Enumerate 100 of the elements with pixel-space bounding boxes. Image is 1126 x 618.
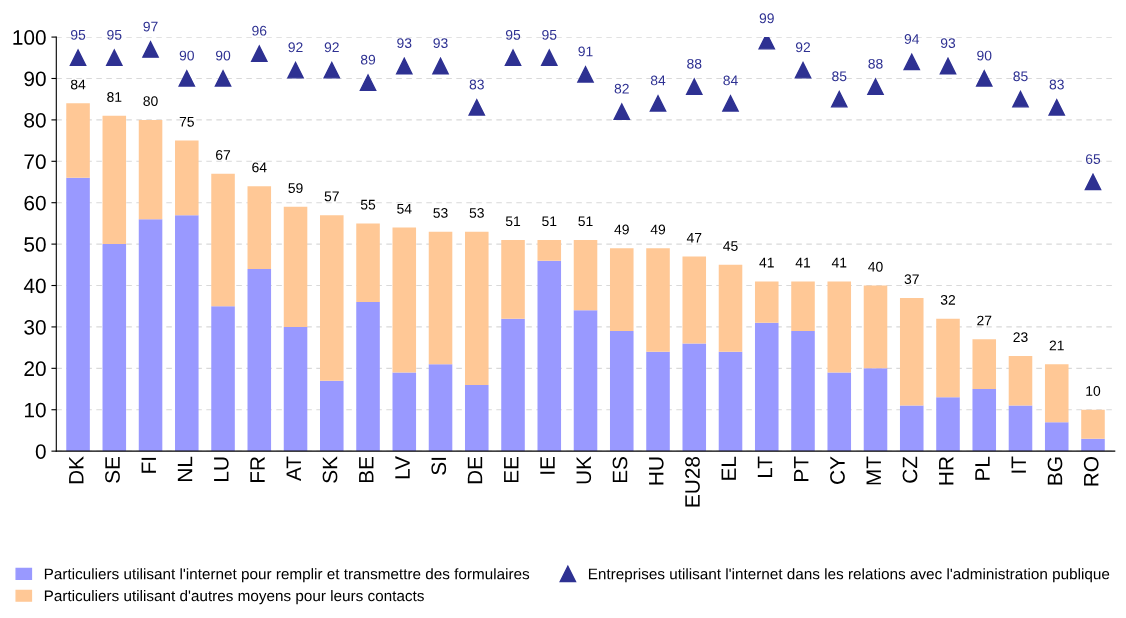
data-label: 88 <box>687 58 702 69</box>
total-label: 67 <box>216 150 231 160</box>
x-tick-label: BE <box>359 456 374 483</box>
x-tick-label: HU <box>649 457 664 485</box>
point <box>867 78 884 96</box>
point <box>105 49 123 67</box>
point <box>468 99 486 116</box>
bar <box>356 223 380 303</box>
x-tick-label: UK <box>576 456 592 484</box>
data-label: 90 <box>215 50 231 61</box>
total-label: 53 <box>469 208 484 218</box>
point <box>830 90 848 108</box>
bar <box>102 115 127 245</box>
total-label: 59 <box>288 183 303 193</box>
x-tick-label: RO <box>1083 457 1099 486</box>
bar <box>211 306 235 452</box>
data-label: 92 <box>795 42 811 53</box>
bar <box>936 318 960 398</box>
total-label: 84 <box>70 79 86 90</box>
bar <box>936 397 960 452</box>
total-label: 49 <box>614 224 629 235</box>
y-tick-label: 60 <box>24 195 46 211</box>
bar <box>66 177 90 452</box>
point <box>432 57 449 75</box>
bar <box>682 256 707 344</box>
x-tick-label: FR <box>250 456 265 483</box>
total-label: 64 <box>252 162 267 173</box>
data-label: 83 <box>1049 79 1064 90</box>
bar <box>66 103 90 178</box>
bar <box>972 389 997 452</box>
total-label: 53 <box>433 208 448 218</box>
bar <box>283 326 308 452</box>
bar <box>102 244 127 452</box>
bar <box>609 248 634 332</box>
bar <box>791 281 815 332</box>
data-label: 65 <box>1085 154 1101 164</box>
data-label: 96 <box>252 25 267 36</box>
total-label: 10 <box>1086 386 1101 396</box>
x-tick-label: SK <box>322 456 338 483</box>
point <box>69 49 87 67</box>
bar <box>1081 438 1105 452</box>
point <box>1048 99 1066 116</box>
x-tick-label: CZ <box>902 456 918 483</box>
point <box>722 94 739 112</box>
bar <box>754 322 779 452</box>
total-label: 47 <box>686 232 702 243</box>
data-label: 93 <box>940 38 956 49</box>
bar <box>573 310 598 452</box>
total-label: 23 <box>1013 332 1028 343</box>
bar <box>247 186 272 269</box>
data-label: 83 <box>469 79 484 90</box>
data-label: 95 <box>107 29 122 40</box>
x-tick-label: DK <box>69 456 84 484</box>
y-tick-label: 0 <box>35 444 46 459</box>
bar <box>863 368 888 452</box>
point <box>613 103 631 120</box>
total-label: 49 <box>650 224 666 235</box>
x-tick-label: EL <box>721 456 736 480</box>
total-label: 27 <box>977 315 992 326</box>
data-label: 92 <box>288 42 303 53</box>
total-label: 57 <box>324 191 339 202</box>
bar <box>392 227 417 373</box>
bar <box>827 281 852 373</box>
data-label: 84 <box>723 75 738 86</box>
data-label: 89 <box>360 54 376 65</box>
y-tick-label: 90 <box>24 71 46 87</box>
bar <box>320 380 344 452</box>
bar <box>609 331 634 452</box>
total-label: 54 <box>397 204 412 214</box>
total-label: 51 <box>578 216 593 227</box>
x-tick-label: SI <box>431 457 447 475</box>
x-tick-label: FI <box>141 457 156 473</box>
x-tick-label: HR <box>939 456 954 485</box>
bar <box>646 351 670 452</box>
point <box>649 94 667 112</box>
x-tick-label: IT <box>1011 456 1026 473</box>
data-label: 85 <box>832 71 847 82</box>
point <box>250 45 268 62</box>
point <box>685 78 703 96</box>
bar <box>428 231 453 365</box>
point <box>287 61 304 79</box>
point <box>540 49 558 67</box>
legend-label: Particuliers utilisant l'internet pour remplir et transmettre des formulaires <box>44 568 530 583</box>
x-tick-label: SE <box>105 456 120 483</box>
point <box>975 70 993 87</box>
bar <box>682 343 707 452</box>
bar <box>1081 409 1105 439</box>
y-tick-label: 10 <box>25 402 46 418</box>
bar <box>356 302 380 452</box>
x-tick-label: LV <box>395 456 410 479</box>
point <box>214 70 232 87</box>
bar <box>899 405 924 452</box>
bar <box>718 264 743 352</box>
y-tick-label: 50 <box>24 237 46 252</box>
bar <box>537 239 562 261</box>
total-label: 32 <box>940 294 956 305</box>
bar <box>718 351 743 452</box>
y-tick-label: 100 <box>13 30 46 45</box>
total-label: 40 <box>868 261 883 272</box>
total-label: 75 <box>179 117 194 127</box>
